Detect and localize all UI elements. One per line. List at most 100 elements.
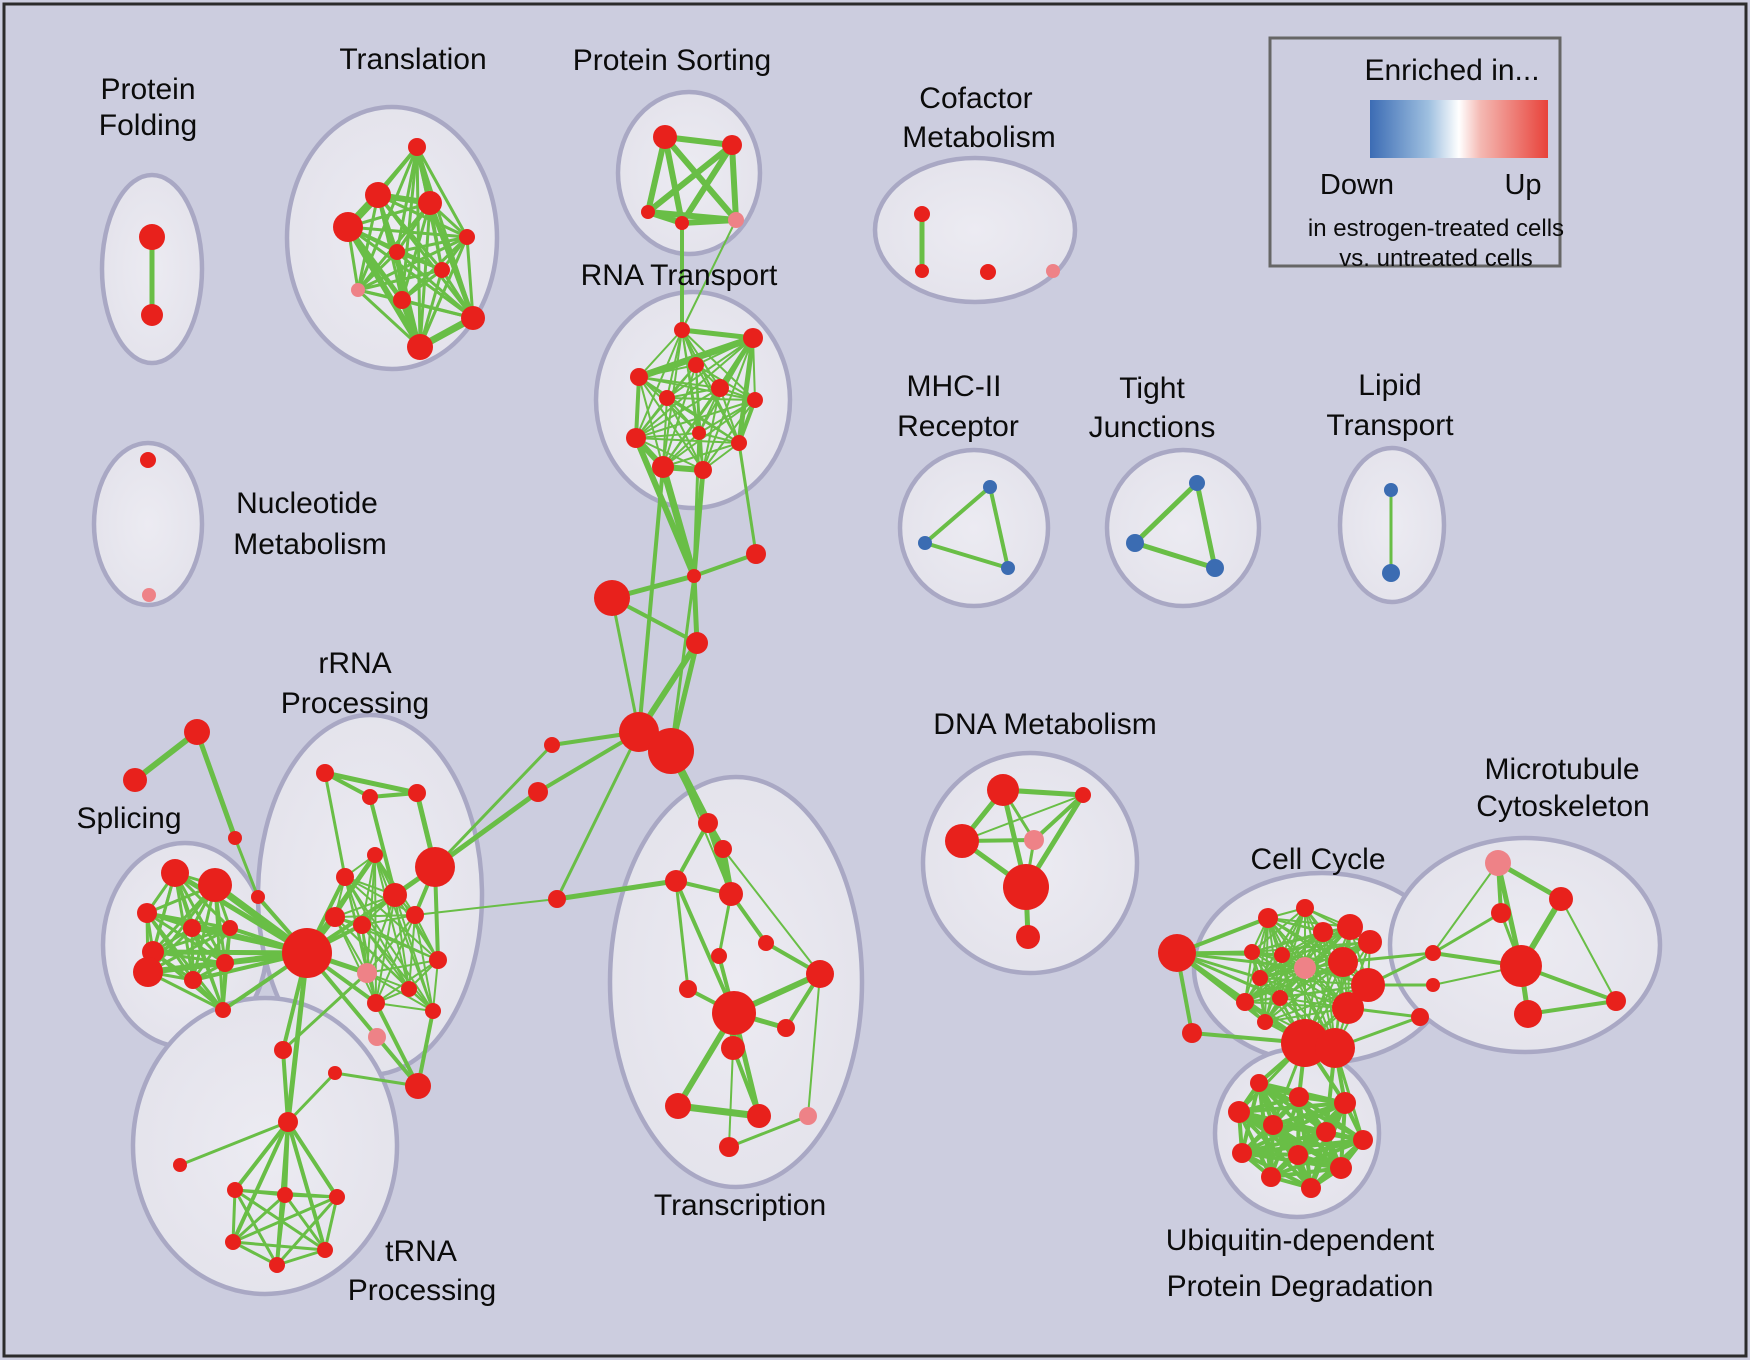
gene-set-node-72[interactable] bbox=[227, 1182, 243, 1198]
gene-set-node-70[interactable] bbox=[278, 1112, 298, 1132]
gene-set-node-82[interactable] bbox=[665, 870, 687, 892]
gene-set-node-62[interactable] bbox=[406, 906, 424, 924]
gene-set-node-148[interactable] bbox=[1384, 483, 1398, 497]
gene-set-node-26[interactable] bbox=[626, 428, 646, 448]
gene-set-node-23[interactable] bbox=[659, 390, 675, 406]
gene-set-node-41[interactable] bbox=[251, 890, 265, 904]
gene-set-node-105[interactable] bbox=[1337, 914, 1363, 940]
gene-set-node-4[interactable] bbox=[418, 191, 442, 215]
gene-set-node-8[interactable] bbox=[434, 262, 450, 278]
gene-set-node-118[interactable] bbox=[1182, 1023, 1202, 1043]
gene-set-node-68[interactable] bbox=[368, 1028, 386, 1046]
gene-set-node-109[interactable] bbox=[1274, 947, 1290, 963]
gene-set-node-115[interactable] bbox=[1272, 990, 1288, 1006]
gene-set-node-122[interactable] bbox=[1426, 978, 1440, 992]
gene-set-node-139[interactable] bbox=[1330, 1157, 1352, 1179]
gene-set-node-60[interactable] bbox=[325, 907, 345, 927]
gene-set-node-56[interactable] bbox=[367, 847, 383, 863]
gene-set-node-133[interactable] bbox=[1228, 1101, 1250, 1123]
gene-set-node-102[interactable] bbox=[1158, 934, 1196, 972]
gene-set-node-36[interactable] bbox=[544, 737, 560, 753]
gene-set-node-103[interactable] bbox=[1258, 908, 1278, 928]
gene-set-node-17[interactable] bbox=[728, 212, 744, 228]
gene-set-node-138[interactable] bbox=[1288, 1145, 1308, 1165]
gene-set-node-66[interactable] bbox=[367, 994, 385, 1012]
gene-set-node-113[interactable] bbox=[1332, 992, 1364, 1024]
gene-set-node-123[interactable] bbox=[1411, 1008, 1429, 1026]
gene-set-node-87[interactable] bbox=[806, 960, 834, 988]
gene-set-node-78[interactable] bbox=[274, 1041, 292, 1059]
gene-set-node-40[interactable] bbox=[228, 831, 242, 845]
gene-set-node-55[interactable] bbox=[408, 784, 426, 802]
gene-set-node-77[interactable] bbox=[269, 1257, 285, 1273]
gene-set-node-53[interactable] bbox=[316, 764, 334, 782]
gene-set-node-65[interactable] bbox=[401, 981, 417, 997]
gene-set-node-95[interactable] bbox=[719, 1137, 739, 1157]
gene-set-node-58[interactable] bbox=[415, 847, 455, 887]
gene-set-node-28[interactable] bbox=[652, 456, 674, 478]
gene-set-node-110[interactable] bbox=[1294, 957, 1316, 979]
gene-set-node-111[interactable] bbox=[1328, 947, 1358, 977]
gene-set-node-63[interactable] bbox=[429, 951, 447, 969]
gene-set-node-51[interactable] bbox=[216, 954, 234, 972]
gene-set-node-44[interactable] bbox=[198, 868, 232, 902]
gene-set-node-101[interactable] bbox=[1016, 925, 1040, 949]
gene-set-node-32[interactable] bbox=[594, 580, 630, 616]
gene-set-node-91[interactable] bbox=[721, 1036, 745, 1060]
gene-set-node-21[interactable] bbox=[630, 368, 648, 386]
gene-set-node-129[interactable] bbox=[1606, 991, 1626, 1011]
gene-set-node-57[interactable] bbox=[336, 868, 354, 886]
gene-set-node-132[interactable] bbox=[1334, 1092, 1356, 1114]
gene-set-node-19[interactable] bbox=[743, 328, 763, 348]
gene-set-node-100[interactable] bbox=[1003, 864, 1049, 910]
gene-set-node-0[interactable] bbox=[139, 224, 165, 250]
gene-set-node-93[interactable] bbox=[747, 1104, 771, 1128]
gene-set-node-98[interactable] bbox=[945, 824, 979, 858]
gene-set-node-99[interactable] bbox=[1024, 830, 1044, 850]
gene-set-node-35[interactable] bbox=[648, 728, 694, 774]
gene-set-node-76[interactable] bbox=[317, 1242, 333, 1258]
gene-set-node-73[interactable] bbox=[277, 1187, 293, 1203]
gene-set-node-89[interactable] bbox=[712, 991, 756, 1035]
gene-set-node-146[interactable] bbox=[1126, 534, 1144, 552]
gene-set-node-124[interactable] bbox=[1485, 850, 1511, 876]
gene-set-node-114[interactable] bbox=[1252, 970, 1268, 986]
gene-set-node-141[interactable] bbox=[1301, 1178, 1321, 1198]
gene-set-node-3[interactable] bbox=[365, 182, 391, 208]
gene-set-node-52[interactable] bbox=[215, 1002, 231, 1018]
gene-set-node-22[interactable] bbox=[711, 379, 729, 397]
gene-set-node-108[interactable] bbox=[1244, 944, 1260, 960]
gene-set-node-15[interactable] bbox=[641, 205, 655, 219]
gene-set-node-112[interactable] bbox=[1351, 968, 1385, 1002]
gene-set-node-137[interactable] bbox=[1232, 1143, 1252, 1163]
gene-set-node-155[interactable] bbox=[142, 588, 156, 602]
gene-set-node-153[interactable] bbox=[1046, 264, 1060, 278]
gene-set-node-71[interactable] bbox=[173, 1158, 187, 1172]
gene-set-node-96[interactable] bbox=[987, 774, 1019, 806]
gene-set-node-84[interactable] bbox=[548, 890, 566, 908]
gene-set-node-130[interactable] bbox=[1250, 1074, 1268, 1092]
gene-set-node-152[interactable] bbox=[980, 264, 996, 280]
gene-set-node-83[interactable] bbox=[719, 882, 743, 906]
gene-set-node-27[interactable] bbox=[731, 435, 747, 451]
gene-set-node-117[interactable] bbox=[1257, 1014, 1273, 1030]
gene-set-node-47[interactable] bbox=[222, 920, 238, 936]
gene-set-node-33[interactable] bbox=[686, 632, 708, 654]
gene-set-node-147[interactable] bbox=[1206, 559, 1224, 577]
gene-set-node-42[interactable] bbox=[282, 928, 332, 978]
gene-set-node-127[interactable] bbox=[1500, 945, 1542, 987]
gene-set-node-38[interactable] bbox=[184, 719, 210, 745]
gene-set-node-2[interactable] bbox=[408, 138, 426, 156]
gene-set-node-125[interactable] bbox=[1549, 887, 1573, 911]
gene-set-node-31[interactable] bbox=[687, 569, 701, 583]
gene-set-node-94[interactable] bbox=[799, 1107, 817, 1125]
gene-set-node-74[interactable] bbox=[329, 1189, 345, 1205]
gene-set-node-151[interactable] bbox=[915, 264, 929, 278]
gene-set-node-116[interactable] bbox=[1236, 993, 1254, 1011]
gene-set-node-45[interactable] bbox=[137, 903, 157, 923]
gene-set-node-29[interactable] bbox=[694, 461, 712, 479]
gene-set-node-126[interactable] bbox=[1491, 903, 1511, 923]
gene-set-node-81[interactable] bbox=[714, 840, 732, 858]
gene-set-node-6[interactable] bbox=[459, 229, 475, 245]
gene-set-node-12[interactable] bbox=[407, 334, 433, 360]
